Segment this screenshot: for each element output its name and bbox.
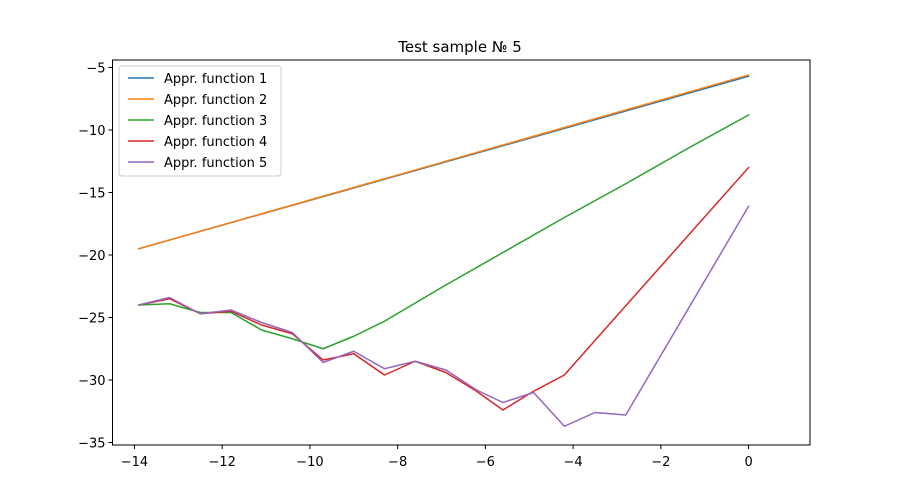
x-tick-label-2: −10 [296, 455, 323, 470]
x-tick-label-3: −8 [388, 455, 407, 470]
legend-label-2: Appr. function 2 [164, 93, 267, 108]
x-tick-label-6: −2 [651, 455, 670, 470]
x-tick-label-5: −4 [564, 455, 583, 470]
legend: Appr. function 1 Appr. function 2 Appr. fu… [118, 65, 282, 177]
legend-entries: Appr. function 1 Appr. function 2 Appr. fu… [128, 72, 267, 171]
x-tick-label-1: −12 [208, 455, 235, 470]
series-layer [137, 74, 750, 427]
plot-frame [112, 59, 811, 446]
axis-layer: −14 −12 −10 −8 −6 −4 −2 0−35−30−25−20−15−10−5 [78, 62, 753, 471]
legend-label-1: Appr. function 1 [164, 72, 267, 87]
y-tick-label-4: −15 [78, 187, 105, 202]
y-tick-label-5: −10 [78, 124, 105, 139]
legend-label-5: Appr. function 5 [164, 156, 267, 171]
legend-label-3: Appr. function 3 [164, 114, 267, 129]
y-tick-label-0: −35 [78, 437, 105, 452]
x-tick-label-7: 0 [744, 455, 752, 470]
x-tick-label-4: −6 [476, 455, 495, 470]
series-line-2 [137, 74, 750, 250]
y-tick-label-2: −25 [78, 312, 105, 327]
legend-label-4: Appr. function 4 [164, 135, 267, 150]
y-tick-label-3: −20 [78, 249, 105, 264]
x-tick-label-0: −14 [121, 455, 148, 470]
y-tick-label-6: −5 [86, 62, 105, 77]
legend-box [118, 65, 282, 177]
chart-title: Test sample № 5 [397, 38, 522, 56]
y-tick-label-1: −30 [78, 374, 105, 389]
series-line-5 [137, 205, 750, 427]
